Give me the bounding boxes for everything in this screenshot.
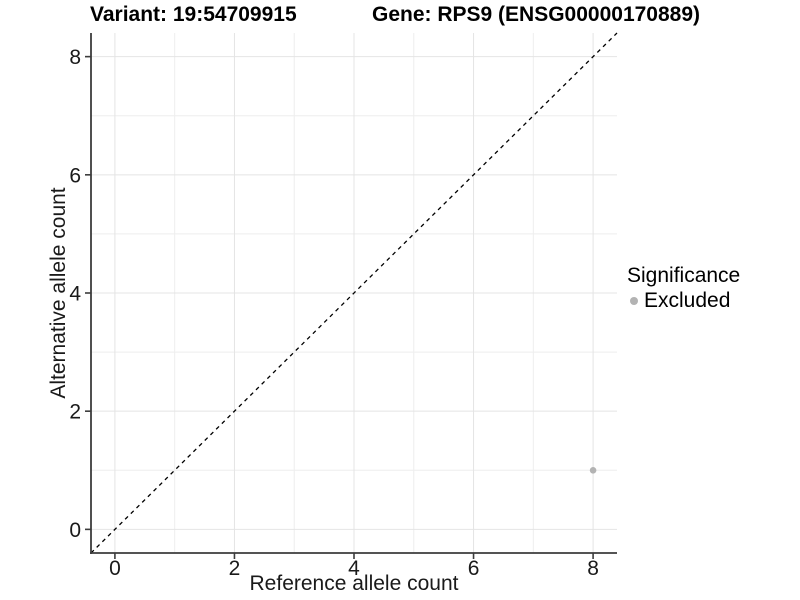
legend-entry-label: Excluded xyxy=(644,289,731,312)
x-tick-label: 2 xyxy=(229,557,241,580)
x-tick-label: 0 xyxy=(109,557,121,580)
variant-title: Variant: 19:54709915 xyxy=(90,3,297,26)
y-tick-label: 6 xyxy=(69,164,81,187)
y-tick-label: 0 xyxy=(69,519,81,542)
gene-title: Gene: RPS9 (ENSG00000170889) xyxy=(372,3,701,26)
legend: Significance Excluded xyxy=(627,264,740,313)
y-tick-label: 2 xyxy=(69,401,81,424)
x-tick-label: 4 xyxy=(348,557,360,580)
x-tick-label: 8 xyxy=(587,557,599,580)
legend-point-icon xyxy=(630,297,638,305)
y-tick-label: 8 xyxy=(69,46,81,69)
legend-title: Significance xyxy=(627,264,741,287)
x-axis-title: Reference allele count xyxy=(249,572,459,595)
identity-reference-line xyxy=(90,32,618,554)
legend-entry-excluded: Excluded xyxy=(627,289,740,313)
y-tick-label: 4 xyxy=(69,283,81,306)
y-axis-title: Alternative allele count xyxy=(47,187,70,399)
data-point xyxy=(589,466,597,474)
x-tick-label: 6 xyxy=(468,557,480,580)
